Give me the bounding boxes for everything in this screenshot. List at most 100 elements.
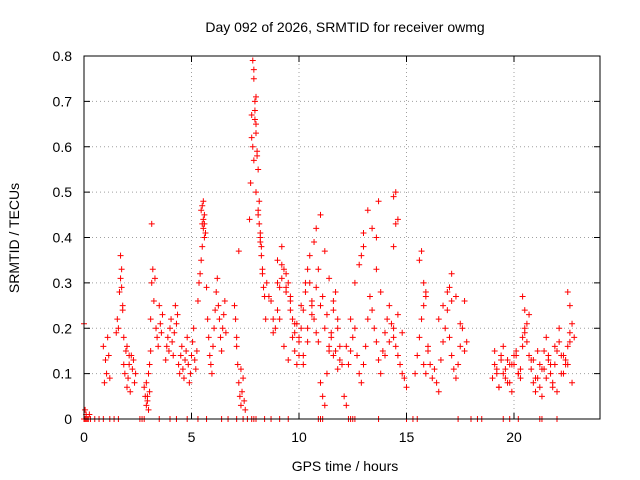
data-point — [530, 357, 537, 364]
data-point — [82, 406, 89, 413]
x-axis-label: GPS time / hours — [292, 458, 399, 474]
data-point — [201, 220, 208, 227]
data-point — [564, 361, 571, 368]
data-point — [418, 316, 425, 323]
data-point — [250, 157, 257, 164]
data-point — [444, 307, 451, 314]
data-point — [508, 388, 515, 395]
data-point — [146, 388, 153, 395]
data-point — [566, 329, 573, 336]
data-point — [323, 311, 330, 318]
data-point — [213, 288, 220, 295]
data-point — [394, 216, 401, 223]
data-point — [274, 257, 281, 264]
data-point — [326, 275, 333, 282]
data-point — [341, 393, 348, 400]
data-point — [237, 402, 244, 409]
data-point — [321, 402, 328, 409]
data-point — [278, 243, 285, 250]
data-point — [551, 343, 558, 350]
data-point — [300, 307, 307, 314]
data-point — [541, 347, 548, 354]
data-point — [258, 252, 265, 259]
data-point — [334, 316, 341, 323]
data-point — [293, 320, 300, 327]
data-point — [270, 329, 277, 336]
data-point — [519, 343, 526, 350]
data-point — [147, 316, 154, 323]
data-point — [246, 216, 253, 223]
data-point — [172, 302, 179, 309]
data-point — [461, 347, 468, 354]
data-point — [384, 316, 391, 323]
data-point — [189, 338, 196, 345]
data-point — [521, 307, 528, 314]
data-point — [235, 379, 242, 386]
data-point — [241, 397, 248, 404]
data-point — [250, 75, 257, 82]
data-point — [168, 316, 175, 323]
data-point — [321, 248, 328, 255]
plot-frame — [83, 55, 601, 420]
data-point — [491, 347, 498, 354]
data-point — [493, 366, 500, 373]
data-point — [296, 352, 302, 359]
data-point — [216, 316, 223, 323]
data-point — [170, 352, 177, 359]
data-point — [302, 288, 309, 295]
data-point — [556, 338, 563, 345]
data-point — [255, 211, 262, 218]
data-point — [217, 334, 224, 341]
data-point — [440, 338, 447, 345]
x-tick-label: 10 — [291, 429, 307, 445]
data-point — [280, 266, 287, 273]
data-point — [236, 393, 243, 400]
data-point — [237, 366, 244, 373]
y-tick-label: 0.8 — [53, 48, 73, 64]
data-point — [386, 302, 393, 309]
data-point — [534, 347, 541, 354]
data-point — [390, 325, 397, 332]
data-point — [566, 302, 573, 309]
data-point — [375, 198, 382, 205]
data-point — [235, 248, 242, 255]
data-point — [394, 352, 401, 359]
y-tick-label: 0.2 — [53, 320, 73, 336]
data-point — [114, 316, 121, 323]
data-point — [233, 343, 240, 350]
data-point — [298, 302, 305, 309]
data-point — [194, 298, 201, 305]
data-point — [106, 375, 113, 382]
data-point — [502, 366, 509, 373]
data-point — [248, 111, 255, 118]
data-point — [313, 284, 320, 291]
data-point — [249, 143, 256, 150]
data-point — [156, 302, 163, 309]
data-point — [461, 298, 468, 305]
data-point — [127, 388, 134, 395]
data-point — [86, 411, 93, 418]
data-point — [198, 207, 205, 214]
data-point — [276, 284, 283, 291]
data-point — [500, 370, 507, 377]
data-point — [119, 307, 126, 314]
data-point — [306, 252, 313, 259]
data-point — [233, 334, 240, 341]
data-point — [364, 207, 371, 214]
data-point — [523, 320, 530, 327]
data-point — [373, 266, 380, 273]
data-point — [564, 343, 571, 350]
data-point — [258, 243, 265, 250]
data-point — [356, 370, 363, 377]
x-tick-label: 5 — [188, 429, 196, 445]
data-point — [256, 198, 263, 205]
data-point — [523, 338, 530, 345]
data-point — [124, 384, 130, 391]
data-point — [219, 325, 226, 332]
data-point — [371, 325, 378, 332]
data-point — [203, 284, 210, 291]
data-point — [118, 284, 125, 291]
data-point — [131, 379, 138, 386]
data-point — [157, 320, 164, 327]
data-point — [272, 325, 279, 332]
